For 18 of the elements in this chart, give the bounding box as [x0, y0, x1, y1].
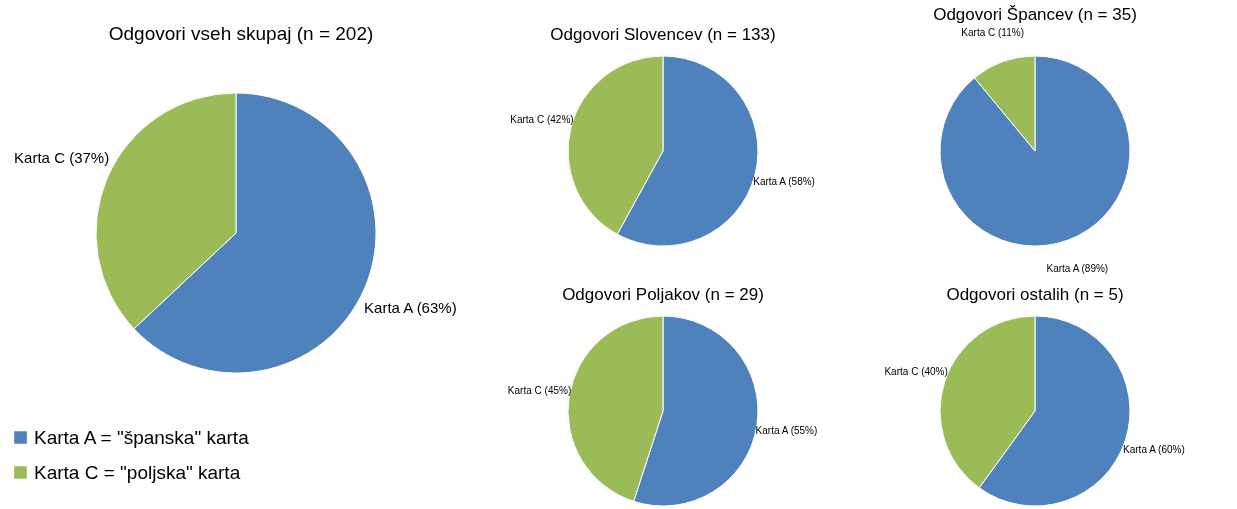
data-label: Karta A (60%) — [1123, 443, 1185, 455]
chart-title: Odgovori Špancev (n = 35) — [933, 5, 1137, 25]
data-label: Karta C (40%) — [884, 366, 948, 378]
chart-title: Odgovori ostalih (n = 5) — [946, 285, 1124, 304]
data-label: Karta A (89%) — [1046, 262, 1109, 274]
data-label: Karta A (55%) — [755, 424, 818, 436]
legend-label: Karta C = "poljska" karta — [34, 461, 241, 483]
data-label: Karta C (42%) — [510, 113, 574, 125]
chart-title: Odgovori vseh skupaj (n = 202) — [108, 23, 374, 44]
chart-title: Odgovori Slovencev (n = 133) — [550, 25, 776, 44]
legend-label: Karta A = "španska" karta — [34, 426, 250, 448]
data-label: Karta C (11%) — [961, 27, 1024, 39]
data-label: Karta C (45%) — [507, 385, 572, 397]
data-label: Karta A (63%) — [364, 299, 457, 317]
data-label: Karta A (58%) — [753, 176, 815, 188]
chart-title: Odgovori Poljakov (n = 29) — [562, 285, 764, 304]
pie-slice — [939, 55, 1131, 247]
data-label: Karta C (37%) — [14, 148, 110, 166]
